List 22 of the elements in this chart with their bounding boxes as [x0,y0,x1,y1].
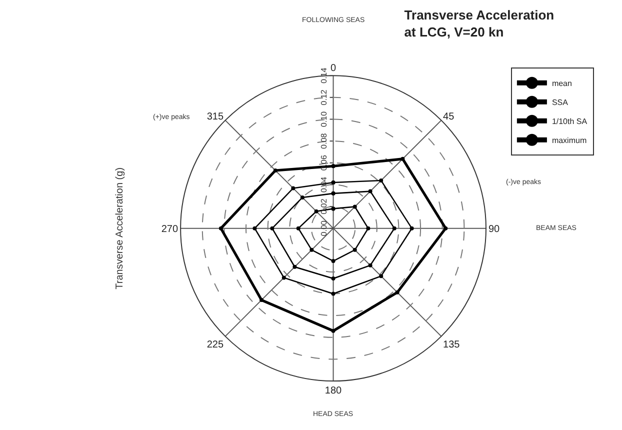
legend-label: 1/10th SA [552,117,588,126]
y-tick-label: 0.12 [320,89,329,106]
y-tick-label: 0.04 [320,176,329,192]
legend-label: mean [552,79,572,88]
spoke-label: 0 [330,63,336,74]
y-tick-label: 0.02 [320,198,329,214]
spoke-label: 90 [488,224,500,235]
spoke-label: 180 [324,386,342,397]
spoke-label: 225 [206,340,224,351]
spoke-label: 135 [443,340,460,351]
chart-title: Transverse Acceleration at LCG, V=20 kn [404,7,554,40]
spoke-label: 270 [161,224,178,235]
y-tick-label: 0.08 [320,132,329,149]
spoke-label: 45 [443,112,455,123]
text: Transverse Acceleration (g) [114,167,126,290]
y-tick-label: 0.00 [320,220,329,236]
y-tick-label: 0.14 [320,67,329,84]
y-tick-label: 0.06 [320,154,329,171]
y-tick-label: 0.10 [320,110,329,128]
spoke-label: 315 [206,112,224,123]
legend-label: SSA [552,98,569,108]
legend-label: maximum [552,136,587,146]
